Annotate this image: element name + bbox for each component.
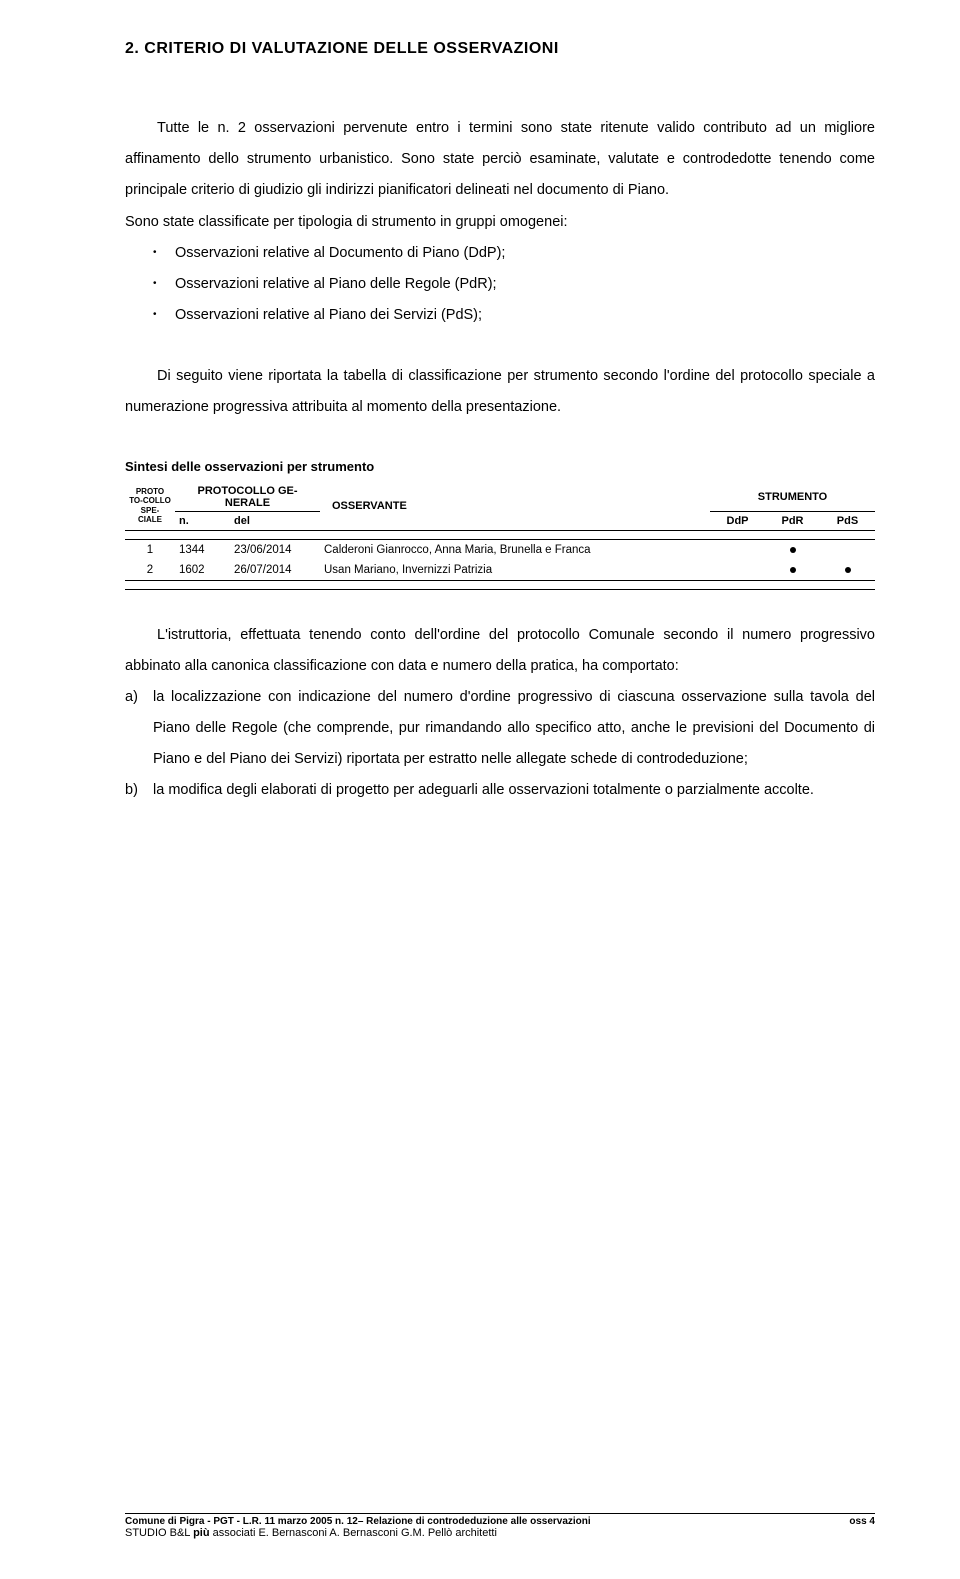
footer-right: oss 4 (849, 1516, 875, 1527)
cell-del: 23/06/2014 (230, 539, 320, 560)
page: 2. CRITERIO DI VALUTAZIONE DELLE OSSERVA… (0, 0, 960, 1579)
paragraph-2: Sono state classificate per tipologia di… (125, 207, 875, 238)
cell-id: 1 (125, 539, 175, 560)
footer-line-2: STUDIO B&L più associati E. Bernasconi A… (125, 1527, 875, 1539)
cell-ddp (710, 560, 765, 581)
paragraph-4: L'istruttoria, effettuata tenendo conto … (125, 620, 875, 682)
letter-text: la modifica degli elaborati di progetto … (153, 782, 814, 798)
cell-pds (820, 539, 875, 560)
th-ddp: DdP (710, 511, 765, 530)
letter-label: b) (125, 775, 138, 806)
letter-text: la localizzazione con indicazione del nu… (153, 689, 875, 767)
footer-suffix: associati E. Bernasconi A. Bernasconi G.… (210, 1527, 497, 1539)
synthesis-table: PROTO TO-COLLO SPE-CIALE PROTOCOLLO GE-N… (125, 482, 875, 590)
th-del: del (230, 511, 320, 530)
th-osservante: OSSERVANTE (320, 482, 710, 531)
letter-item-a: a) la localizzazione con indicazione del … (125, 682, 875, 776)
bullet-item: Osservazioni relative al Piano delle Reg… (153, 269, 875, 300)
bullet-item: Osservazioni relative al Documento di Pi… (153, 238, 875, 269)
letter-label: a) (125, 682, 138, 713)
section-heading: 2. CRITERIO DI VALUTAZIONE DELLE OSSERVA… (125, 40, 875, 58)
footer-bold: più (193, 1527, 210, 1539)
paragraph-3: Di seguito viene riportata la tabella di… (125, 361, 875, 423)
cell-obs: Usan Mariano, Invernizzi Patrizia (320, 560, 710, 581)
footer-left: Comune di Pigra - PGT - L.R. 11 marzo 20… (125, 1516, 591, 1527)
th-proto-generale: PROTOCOLLO GE-NERALE (175, 482, 320, 512)
cell-pds (820, 560, 875, 581)
th-pds: PdS (820, 511, 875, 530)
bullet-item: Osservazioni relative al Piano dei Servi… (153, 300, 875, 331)
table-row: 2 1602 26/07/2014 Usan Mariano, Inverniz… (125, 560, 875, 581)
paragraph-1: Tutte le n. 2 osservazioni pervenute ent… (125, 113, 875, 207)
cell-pdr (765, 560, 820, 581)
cell-n: 1602 (175, 560, 230, 581)
th-proto-speciale: PROTO TO-COLLO SPE-CIALE (125, 482, 175, 531)
page-footer: Comune di Pigra - PGT - L.R. 11 marzo 20… (125, 1513, 875, 1539)
letter-item-b: b) la modifica degli elaborati di progett… (125, 775, 875, 806)
cell-ddp (710, 539, 765, 560)
th-n: n. (175, 511, 230, 530)
bullet-list: Osservazioni relative al Documento di Pi… (153, 238, 875, 332)
letter-list: a) la localizzazione con indicazione del … (125, 682, 875, 807)
th-pdr: PdR (765, 511, 820, 530)
table-row: 1 1344 23/06/2014 Calderoni Gianrocco, A… (125, 539, 875, 560)
cell-obs: Calderoni Gianrocco, Anna Maria, Brunell… (320, 539, 710, 560)
cell-del: 26/07/2014 (230, 560, 320, 581)
dot-icon (845, 567, 851, 573)
dot-icon (790, 567, 796, 573)
table-title: Sintesi delle osservazioni per strumento (125, 459, 875, 474)
cell-pdr (765, 539, 820, 560)
cell-id: 2 (125, 560, 175, 581)
dot-icon (790, 547, 796, 553)
th-strumento: STRUMENTO (710, 482, 875, 512)
cell-n: 1344 (175, 539, 230, 560)
footer-prefix: STUDIO B&L (125, 1527, 193, 1539)
